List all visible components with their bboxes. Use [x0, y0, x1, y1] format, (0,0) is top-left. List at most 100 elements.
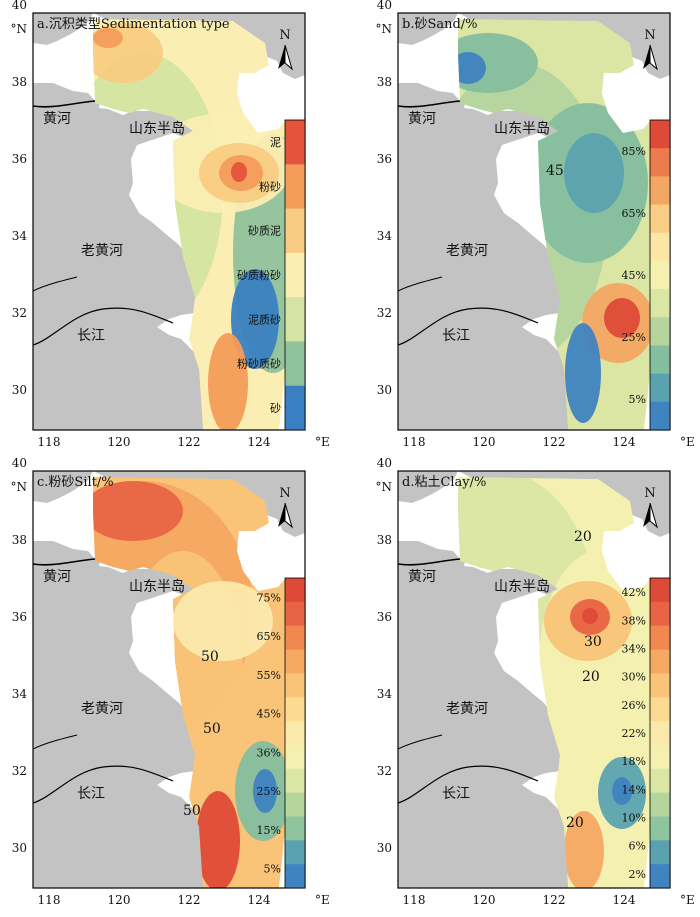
- lon-tick-label: 124: [248, 435, 271, 449]
- legend-label: 砂质粉砂: [237, 269, 281, 282]
- place-label-shandong: 山东半岛: [129, 579, 185, 595]
- lat-tick-label: 32: [12, 306, 27, 320]
- lon-unit-label: °E: [315, 435, 330, 449]
- legend-swatch: [650, 317, 670, 346]
- legend-swatch: [285, 792, 305, 817]
- legend-label: 45%: [257, 708, 281, 721]
- legend-swatch: [285, 164, 305, 210]
- lon-tick-label: 120: [473, 893, 496, 907]
- legend-swatch: [650, 816, 670, 841]
- north-arrow-icon: N: [278, 28, 293, 71]
- lat-tick-label: 38: [377, 75, 392, 89]
- lat-tick-label: 30: [377, 383, 392, 397]
- legend-label: 25%: [622, 331, 646, 344]
- land-bohai: [33, 471, 93, 503]
- lat-tick-label: 40: [12, 0, 27, 12]
- legend-swatch: [650, 768, 670, 794]
- contour-label: 20: [582, 669, 600, 685]
- legend-swatch: [285, 864, 305, 889]
- lat-tick-label: 38: [12, 75, 27, 89]
- contour-label: 20: [574, 529, 592, 545]
- lat-tick-label: 32: [377, 764, 392, 778]
- lon-tick-label: 120: [473, 435, 496, 449]
- panel-title: d.粘土Clay/%: [402, 475, 486, 490]
- lat-tick-label: 38: [12, 533, 27, 547]
- lat-tick-label: 34: [12, 229, 28, 243]
- contour-label: 45: [546, 163, 564, 179]
- legend-label: 75%: [257, 591, 281, 604]
- legend-swatch: [285, 601, 305, 627]
- svg-text:N: N: [279, 486, 290, 501]
- legend-label: 85%: [622, 145, 646, 158]
- legend-label: 45%: [622, 269, 646, 282]
- land-mainland: [398, 83, 578, 430]
- contour-label: 50: [201, 649, 219, 665]
- legend-swatch: [285, 297, 305, 342]
- yangtze-line: [33, 307, 174, 346]
- legend-label: 30%: [622, 671, 646, 684]
- legend-label: 65%: [622, 207, 646, 220]
- lon-tick-label: 124: [613, 435, 636, 449]
- legend-swatch: [285, 385, 305, 431]
- place-label-yellow-river: 黄河: [408, 568, 436, 585]
- legend-swatch: [285, 721, 305, 746]
- lon-unit-label: °E: [315, 893, 330, 907]
- land-mainland: [33, 541, 213, 888]
- river-line: [33, 276, 78, 292]
- legend-swatch: [285, 840, 305, 865]
- legend-swatch: [285, 208, 305, 254]
- legend-swatch: [650, 204, 670, 234]
- legend-swatch: [285, 768, 305, 794]
- legend-swatch: [650, 744, 670, 770]
- contour-label: 50: [183, 803, 201, 819]
- lat-tick-label: 34: [377, 229, 393, 243]
- svg-text:N: N: [279, 28, 290, 43]
- lon-tick-label: 118: [403, 893, 426, 907]
- lat-tick-label: 38: [377, 533, 392, 547]
- legend-swatch: [285, 578, 305, 603]
- legend-label: 38%: [622, 614, 646, 627]
- place-label-old-yellow-river: 老黄河: [81, 242, 123, 259]
- legend-label: 泥质砂: [248, 313, 281, 326]
- legend-swatch: [650, 649, 670, 674]
- contour-label: 50: [203, 721, 221, 737]
- legend-label: 55%: [257, 669, 281, 682]
- lon-tick-label: 122: [178, 435, 201, 449]
- legend-swatch: [285, 816, 305, 841]
- legend-swatch: [650, 373, 670, 403]
- legend-swatch: [650, 120, 670, 149]
- legend-swatch: [650, 345, 670, 375]
- yangtze-line: [398, 765, 539, 804]
- place-label-old-yellow-river: 老黄河: [446, 700, 488, 717]
- place-label-yellow-river: 黄河: [43, 110, 71, 127]
- panel-title: b.砂Sand/%: [402, 17, 478, 32]
- svg-text:N: N: [644, 28, 655, 43]
- lat-unit-label: °N: [376, 22, 393, 36]
- lat-unit-label: °N: [11, 22, 28, 36]
- legend-swatch: [650, 578, 670, 603]
- lat-tick-label: 34: [12, 687, 28, 701]
- lat-tick-label: 30: [377, 841, 392, 855]
- place-label-old-yellow-river: 老黄河: [446, 242, 488, 259]
- legend-label: 5%: [629, 393, 646, 406]
- legend-swatch: [650, 401, 670, 431]
- yellow-river-line: [33, 558, 96, 566]
- legend-label: 10%: [622, 812, 646, 825]
- land-mainland: [398, 541, 578, 888]
- lon-tick-label: 124: [248, 893, 271, 907]
- legend-swatch: [650, 148, 670, 177]
- legend-swatch: [285, 673, 305, 698]
- legend-label: 34%: [622, 642, 646, 655]
- place-label-yangtze: 长江: [442, 786, 470, 802]
- lat-tick-label: 36: [12, 152, 27, 166]
- lat-tick-label: 32: [12, 764, 27, 778]
- legend-swatch: [650, 601, 670, 627]
- land-mainland: [33, 83, 213, 430]
- legend-label: 42%: [622, 586, 646, 599]
- legend-label: 砂: [270, 402, 281, 415]
- legend-label: 22%: [622, 727, 646, 740]
- legend-swatch: [285, 649, 305, 674]
- legend-label: 36%: [257, 746, 281, 759]
- river-line: [398, 734, 443, 750]
